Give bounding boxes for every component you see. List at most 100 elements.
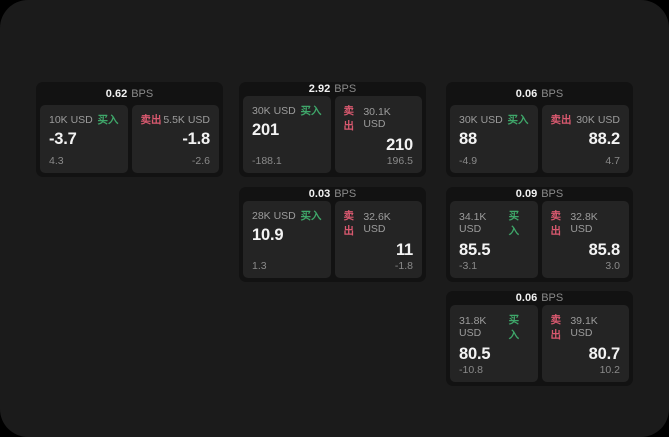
sell-delta-value: 196.5: [386, 155, 413, 167]
quote-panels: 10K USD 买入 -3.7 4.3 卖出 5.5K USD -1.8 -2.…: [36, 105, 223, 177]
quote-card: 0.62 BPS 10K USD 买入 -3.7 4.3 卖出 5.5K USD…: [36, 82, 223, 177]
buy-panel[interactable]: 34.1K USD 买入 85.5 -3.1: [450, 201, 538, 278]
bps-header: 0.09 BPS: [446, 187, 633, 201]
sell-panel-header: 卖出 30.1K USD: [344, 103, 414, 133]
buy-tag: 买入: [507, 114, 529, 126]
bps-unit: BPS: [541, 292, 564, 305]
buy-tag: 买入: [97, 114, 119, 126]
buy-price-value: 201: [252, 121, 279, 140]
sell-price-value: 80.7: [588, 345, 621, 364]
buy-tag: 买入: [508, 314, 520, 342]
buy-amount-label: 28K USD: [252, 209, 296, 222]
buy-panel[interactable]: 28K USD 买入 10.9 1.3: [243, 201, 331, 278]
bps-header: 0.62 BPS: [36, 82, 223, 105]
buy-delta-value: -10.8: [459, 364, 483, 376]
buy-panel-header: 30K USD 买入: [252, 103, 322, 118]
sell-panel[interactable]: 卖出 32.8K USD 85.8 3.0: [541, 201, 629, 278]
buy-amount-label: 30K USD: [252, 104, 296, 117]
sell-panel-header: 卖出 5.5K USD: [141, 112, 211, 127]
quote-card: 0.09 BPS 34.1K USD 买入 85.5 -3.1 卖出 32.8K…: [446, 187, 633, 282]
buy-delta-value: -4.9: [459, 155, 478, 167]
bps-unit: BPS: [334, 188, 357, 201]
sell-price-value: 11: [395, 241, 413, 260]
sell-amount-label: 32.6K USD: [363, 211, 391, 236]
buy-delta-value: -3.1: [459, 260, 478, 272]
bps-value: 0.06: [515, 292, 538, 305]
sell-delta-value: 4.7: [605, 155, 620, 167]
bps-value: 0.06: [515, 87, 538, 100]
sell-tag: 卖出: [140, 114, 162, 126]
quote-panels: 28K USD 买入 10.9 1.3 卖出 32.6K USD 11 -1.8: [239, 201, 426, 282]
sell-tag: 卖出: [550, 314, 562, 342]
quote-card: 0.06 BPS 30K USD 买入 88 -4.9 卖出 30K USD 8…: [446, 82, 633, 177]
bps-value: 0.09: [515, 188, 538, 201]
buy-panel[interactable]: 31.8K USD 买入 80.5 -10.8: [450, 305, 538, 382]
bps-header: 0.06 BPS: [446, 82, 633, 105]
sell-delta-value: 3.0: [605, 260, 620, 272]
buy-tag: 买入: [300, 210, 322, 223]
sell-price-value: 85.8: [588, 241, 621, 260]
sell-panel[interactable]: 卖出 5.5K USD -1.8 -2.6: [131, 105, 219, 173]
buy-amount-label: 30K USD: [459, 113, 503, 126]
bps-unit: BPS: [131, 87, 154, 100]
sell-delta-value: 10.2: [599, 364, 620, 376]
buy-price-value: 88: [459, 130, 477, 148]
sell-panel-header: 卖出 32.6K USD: [344, 208, 414, 238]
buy-delta-value: 1.3: [252, 260, 267, 272]
bps-unit: BPS: [541, 188, 564, 201]
buy-amount-label: 31.8K USD: [459, 315, 487, 340]
buy-amount-label: 10K USD: [49, 113, 93, 126]
sell-delta-value: -1.8: [394, 260, 413, 272]
sell-panel[interactable]: 卖出 32.6K USD 11 -1.8: [334, 201, 422, 278]
bps-header: 2.92 BPS: [239, 82, 426, 96]
buy-panel-header: 30K USD 买入: [459, 112, 529, 127]
sell-panel-header: 卖出 39.1K USD: [551, 312, 621, 342]
buy-tag: 买入: [300, 105, 322, 118]
bps-value: 2.92: [308, 83, 331, 96]
buy-panel-header: 34.1K USD 买入: [459, 208, 529, 238]
buy-panel-header: 10K USD 买入: [49, 112, 119, 127]
quote-card: 2.92 BPS 30K USD 买入 201 -188.1 卖出 30.1K …: [239, 82, 426, 177]
sell-panel-header: 卖出 32.8K USD: [551, 208, 621, 238]
bps-value: 0.62: [105, 87, 128, 100]
sell-price-value: 210: [386, 136, 413, 155]
buy-price-value: -3.7: [49, 130, 77, 148]
buy-amount-label: 34.1K USD: [459, 211, 487, 236]
buy-price-value: 10.9: [252, 226, 284, 245]
quote-card: 0.03 BPS 28K USD 买入 10.9 1.3 卖出 32.6K US…: [239, 187, 426, 282]
buy-panel-header: 31.8K USD 买入: [459, 312, 529, 342]
sell-tag: 卖出: [343, 105, 355, 133]
buy-delta-value: -188.1: [252, 155, 282, 167]
sell-panel[interactable]: 卖出 30K USD 88.2 4.7: [541, 105, 629, 173]
sell-tag: 卖出: [343, 210, 355, 238]
sell-panel-header: 卖出 30K USD: [551, 112, 621, 127]
quote-panels: 30K USD 买入 201 -188.1 卖出 30.1K USD 210 1…: [239, 96, 426, 177]
bps-unit: BPS: [334, 83, 357, 96]
sell-price-value: 88.2: [588, 130, 621, 148]
bps-header: 0.03 BPS: [239, 187, 426, 201]
sell-amount-label: 32.8K USD: [570, 211, 598, 236]
sell-tag: 卖出: [550, 114, 572, 126]
buy-panel[interactable]: 10K USD 买入 -3.7 4.3: [40, 105, 128, 173]
quote-panels: 30K USD 买入 88 -4.9 卖出 30K USD 88.2 4.7: [446, 105, 633, 177]
sell-panel[interactable]: 卖出 39.1K USD 80.7 10.2: [541, 305, 629, 382]
quote-card: 0.06 BPS 31.8K USD 买入 80.5 -10.8 卖出 39.1…: [446, 291, 633, 386]
sell-amount-label: 5.5K USD: [163, 113, 210, 126]
bps-value: 0.03: [308, 188, 331, 201]
sell-delta-value: -2.6: [191, 155, 210, 167]
sell-amount-label: 30.1K USD: [363, 106, 391, 131]
buy-panel[interactable]: 30K USD 买入 201 -188.1: [243, 96, 331, 173]
sell-panel[interactable]: 卖出 30.1K USD 210 196.5: [334, 96, 422, 173]
buy-tag: 买入: [508, 210, 520, 238]
quote-panels: 34.1K USD 买入 85.5 -3.1 卖出 32.8K USD 85.8…: [446, 201, 633, 282]
sell-amount-label: 30K USD: [576, 113, 620, 126]
bps-unit: BPS: [541, 87, 564, 100]
buy-price-value: 85.5: [459, 241, 491, 260]
sell-tag: 卖出: [550, 210, 562, 238]
buy-panel-header: 28K USD 买入: [252, 208, 322, 223]
buy-panel[interactable]: 30K USD 买入 88 -4.9: [450, 105, 538, 173]
bps-header: 0.06 BPS: [446, 291, 633, 305]
quote-panels: 31.8K USD 买入 80.5 -10.8 卖出 39.1K USD 80.…: [446, 305, 633, 386]
sell-amount-label: 39.1K USD: [570, 315, 598, 340]
